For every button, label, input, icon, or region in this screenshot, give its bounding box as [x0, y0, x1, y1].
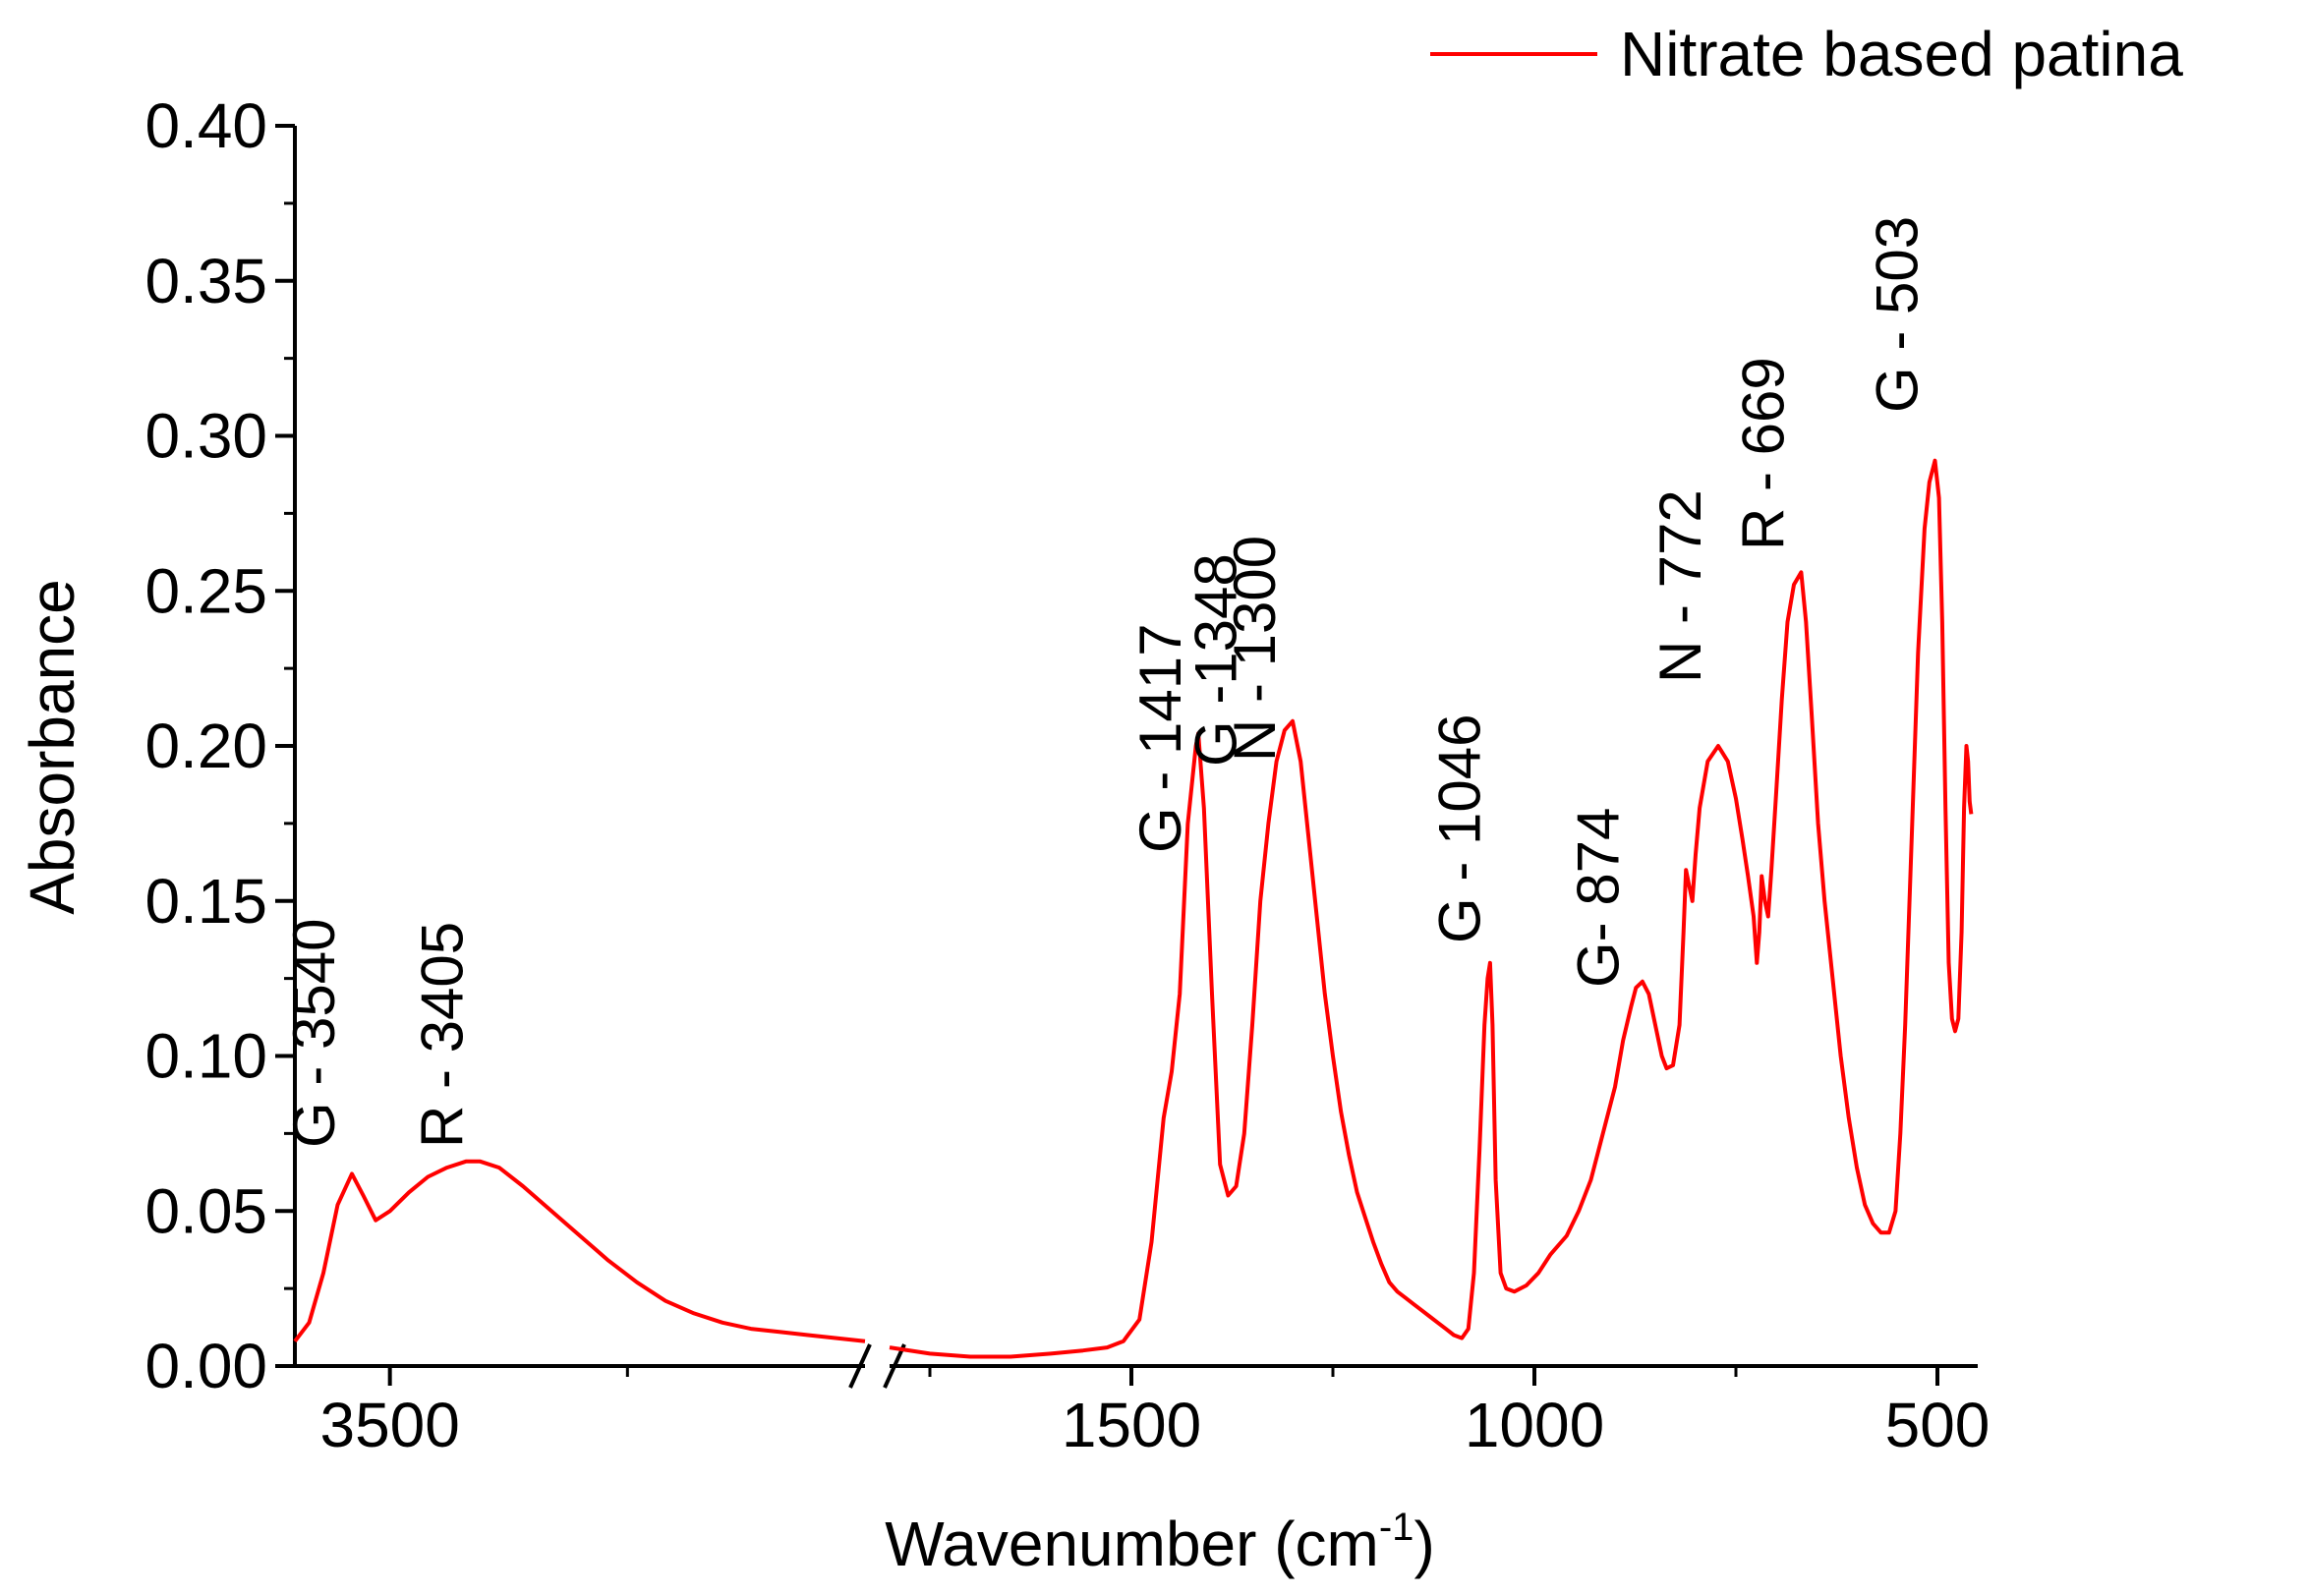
peak-label: G - 1046 [1426, 714, 1492, 943]
peak-label: N - 772 [1647, 489, 1713, 683]
y-tick-label: 0.05 [144, 1175, 267, 1246]
x-tick-label: 1000 [1465, 1390, 1604, 1460]
peak-label: R - 669 [1730, 357, 1796, 550]
x-axis-title: Wavenumber (cm-1) [885, 1506, 1435, 1579]
y-axis-ticks: 0.00 0.05 0.10 0.15 0.20 0.25 0.30 0.35 0.40 [144, 90, 295, 1401]
peak-label: G- 874 [1565, 808, 1631, 988]
y-tick-label: 0.15 [144, 866, 267, 937]
x-axis-title-suffix: ) [1414, 1509, 1434, 1579]
y-tick-label: 0.10 [144, 1021, 267, 1092]
peak-label: G - 1417 [1127, 624, 1193, 853]
x-axis-title-main: Wavenumber (cm [885, 1509, 1379, 1579]
axis-break-mark-1 [848, 1343, 872, 1389]
x-axis-ticks: 3500 1500 1000 500 [319, 1366, 1990, 1460]
x-tick-label: 3500 [319, 1390, 459, 1460]
y-tick-label: 0.25 [144, 555, 267, 626]
x-tick-label: 500 [1885, 1390, 1991, 1460]
peak-label: N - 1300 [1222, 536, 1288, 762]
y-tick-label: 0.35 [144, 246, 267, 316]
legend-label: Nitrate based patina [1620, 19, 2183, 89]
axis-break-mark-2 [883, 1343, 906, 1389]
x-tick-label: 1500 [1062, 1390, 1201, 1460]
peak-label: G -1348 [1183, 553, 1249, 767]
y-axis-title: Absorbance [17, 579, 87, 915]
y-tick-label: 0.00 [144, 1331, 267, 1401]
series-line-segment-1 [293, 1159, 866, 1343]
peak-label: G - 3540 [281, 919, 347, 1148]
y-tick-label: 0.40 [144, 90, 267, 161]
series-layer [293, 458, 1974, 1359]
peak-label: G - 503 [1865, 216, 1931, 413]
y-tick-label: 0.30 [144, 401, 267, 472]
y-tick-label: 0.20 [144, 711, 267, 781]
series-line-segment-2 [889, 458, 1974, 1359]
peak-label: R - 3405 [410, 922, 476, 1148]
x-axis-title-superscript: -1 [1379, 1506, 1414, 1549]
legend: Nitrate based patina [1430, 19, 2183, 89]
